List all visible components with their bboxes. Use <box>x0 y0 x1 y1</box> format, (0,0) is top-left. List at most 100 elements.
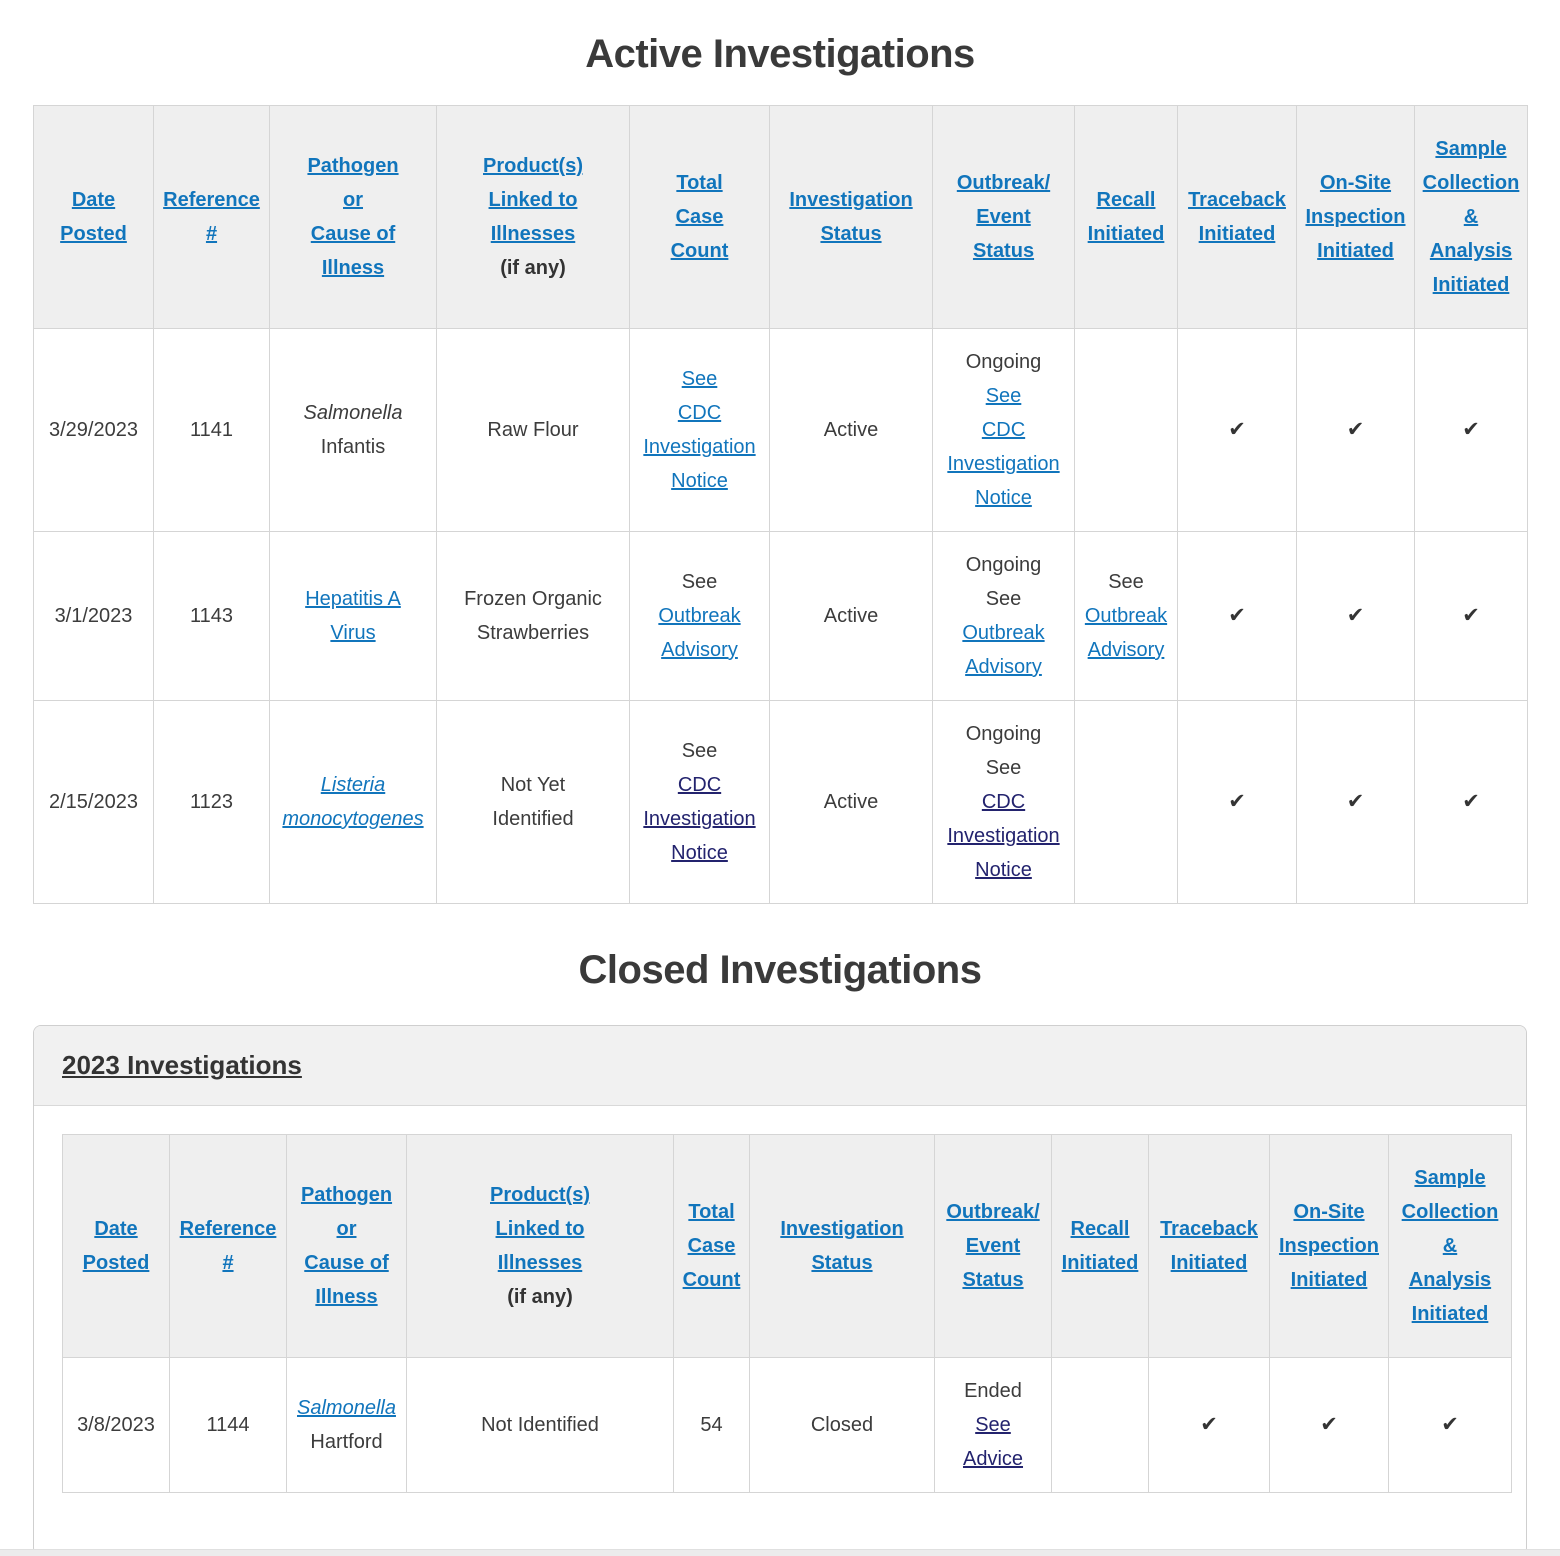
cell-investigation-status: Active <box>769 700 933 904</box>
col-header-pathogen-or-cause: Pathogen or Cause of Illness <box>269 105 437 329</box>
col-header-link-outbreak-event-status[interactable]: Outbreak/Event Status <box>946 1201 1040 1291</box>
col-header-suffix-products-linked: (if any) <box>507 1286 573 1308</box>
total-case-count-text: See <box>681 740 718 762</box>
cell-sample-collection-initiated: ✔ <box>1414 531 1528 701</box>
col-header-sample-collection-initiated: Sample Collection & Analysis Initiated <box>1388 1134 1512 1358</box>
total-case-count-link[interactable]: Outbreak Advisory <box>658 605 741 661</box>
col-header-investigation-status: Investigation Status <box>769 105 933 329</box>
cell-onsite-inspection-initiated: ✔ <box>1269 1357 1389 1493</box>
cell-reference-number: 1141 <box>153 328 270 532</box>
col-header-link-recall-initiated[interactable]: Recall Initiated <box>1061 1218 1139 1274</box>
col-header-outbreak-event-status: Outbreak/Event Status <box>932 105 1075 329</box>
outbreak-event-status-text: Ongoing See <box>965 723 1042 779</box>
investigation-row: 3/1/2023 1143 Hepatitis A Virus Frozen Orga… <box>33 531 1528 701</box>
cell-recall-initiated: See Outbreak Advisory <box>1074 531 1178 701</box>
reference-number-text: 1143 <box>189 605 233 627</box>
outbreak-event-status-link[interactable]: Outbreak Advisory <box>962 622 1045 678</box>
col-header-link-onsite-inspection-initiated[interactable]: On-Site Inspection Initiated <box>1305 172 1406 262</box>
cell-date-posted: 3/8/2023 <box>62 1357 170 1493</box>
col-header-investigation-status: Investigation Status <box>749 1134 935 1358</box>
checkmark-icon: ✔ <box>1462 604 1480 627</box>
outbreak-event-status-text: Ongoing <box>965 351 1042 373</box>
checkmark-icon: ✔ <box>1346 418 1365 441</box>
checkmark-icon: ✔ <box>1346 604 1365 627</box>
header-row: Date Posted Reference # Pathogen or Cause of Il… <box>62 1134 1512 1358</box>
pathogen-or-cause-text: Infantis <box>320 436 386 458</box>
col-header-link-sample-collection-initiated[interactable]: Sample Collection & Analysis Initiated <box>1401 1167 1499 1325</box>
col-header-link-investigation-status[interactable]: Investigation Status <box>780 1218 904 1274</box>
col-header-link-reference-number[interactable]: Reference # <box>179 1218 277 1274</box>
page-bottom-divider <box>0 1549 1560 1556</box>
checkmark-icon: ✔ <box>1228 418 1246 441</box>
col-header-sample-collection-initiated: Sample Collection & Analysis Initiated <box>1414 105 1528 329</box>
cell-outbreak-event-status: Ongoing See Outbreak Advisory <box>932 531 1075 701</box>
col-header-outbreak-event-status: Outbreak/Event Status <box>934 1134 1052 1358</box>
accordion-header-2023-investigations[interactable]: 2023 Investigations <box>34 1026 1526 1106</box>
total-case-count-text: 54 <box>700 1414 723 1436</box>
investigation-row: 2/15/2023 1123 Listeria monocytogenes Not Y… <box>33 700 1528 904</box>
cell-total-case-count: See CDC Investigation Notice <box>629 328 770 532</box>
cell-sample-collection-initiated: ✔ <box>1414 328 1528 532</box>
col-header-traceback-initiated: Traceback Initiated <box>1177 105 1297 329</box>
products-linked-text: Not Yet Identified <box>492 774 574 830</box>
col-header-link-date-posted[interactable]: Date Posted <box>82 1218 150 1274</box>
outbreak-event-status-link[interactable]: CDC Investigation Notice <box>947 791 1060 881</box>
outbreak-event-status-link[interactable]: See Advice <box>962 1414 1024 1470</box>
cell-traceback-initiated: ✔ <box>1177 531 1297 701</box>
recall-initiated-link[interactable]: Outbreak Advisory <box>1084 605 1168 661</box>
date-posted-text: 3/1/2023 <box>54 605 133 627</box>
col-header-products-linked: Product(s) Linked to Illnesses (if any) <box>436 105 630 329</box>
investigation-status-text: Active <box>823 791 879 813</box>
cell-reference-number: 1123 <box>153 700 270 904</box>
cell-sample-collection-initiated: ✔ <box>1388 1357 1512 1493</box>
outbreak-event-status-link[interactable]: See CDC Investigation Notice <box>947 385 1060 509</box>
col-header-link-traceback-initiated[interactable]: Traceback Initiated <box>1188 189 1286 245</box>
total-case-count-link[interactable]: See CDC Investigation Notice <box>643 368 756 492</box>
pathogen-or-cause-link[interactable]: Listeria monocytogenes <box>282 774 424 830</box>
col-header-date-posted: Date Posted <box>33 105 154 329</box>
pathogen-or-cause-link[interactable]: Salmonella <box>297 1397 396 1419</box>
investigation-status-text: Closed <box>810 1414 874 1436</box>
col-header-total-case-count: Total Case Count <box>629 105 770 329</box>
pathogen-or-cause-text: Salmonella <box>303 402 403 424</box>
col-header-link-reference-number[interactable]: Reference # <box>163 189 260 245</box>
col-header-link-products-linked[interactable]: Product(s) Linked to Illnesses <box>490 1184 590 1274</box>
col-header-link-traceback-initiated[interactable]: Traceback Initiated <box>1160 1218 1258 1274</box>
closed-investigations-title: Closed Investigations <box>578 948 982 992</box>
col-header-link-outbreak-event-status[interactable]: Outbreak/Event Status <box>956 172 1051 262</box>
cell-date-posted: 3/29/2023 <box>33 328 154 532</box>
col-header-link-total-case-count[interactable]: Total Case Count <box>682 1201 741 1291</box>
col-header-link-date-posted[interactable]: Date Posted <box>60 189 127 245</box>
investigation-row: 3/8/2023 1144 Salmonella Hartford Not Ident… <box>62 1357 1512 1493</box>
cell-traceback-initiated: ✔ <box>1177 328 1297 532</box>
col-header-link-recall-initiated[interactable]: Recall Initiated <box>1087 189 1165 245</box>
cell-pathogen-or-cause: Hepatitis A Virus <box>269 531 437 701</box>
cell-products-linked: Frozen Organic Strawberries <box>436 531 630 701</box>
col-header-pathogen-or-cause: Pathogen or Cause of Illness <box>286 1134 407 1358</box>
cell-date-posted: 3/1/2023 <box>33 531 154 701</box>
date-posted-text: 2/15/2023 <box>49 791 138 813</box>
col-header-link-products-linked[interactable]: Product(s) Linked to Illnesses <box>483 155 583 245</box>
col-header-suffix-products-linked: (if any) <box>500 257 566 279</box>
col-header-link-pathogen-or-cause[interactable]: Pathogen or Cause of Illness <box>307 155 399 279</box>
pathogen-or-cause-link[interactable]: Hepatitis A Virus <box>305 588 401 644</box>
col-header-link-pathogen-or-cause[interactable]: Pathogen or Cause of Illness <box>300 1184 393 1308</box>
col-header-link-total-case-count[interactable]: Total Case Count <box>670 172 729 262</box>
cell-onsite-inspection-initiated: ✔ <box>1296 700 1415 904</box>
col-header-link-sample-collection-initiated[interactable]: Sample Collection & Analysis Initiated <box>1422 138 1520 296</box>
cell-pathogen-or-cause: Listeria monocytogenes <box>269 700 437 904</box>
cell-pathogen-or-cause: Salmonella Hartford <box>286 1357 407 1493</box>
col-header-link-investigation-status[interactable]: Investigation Status <box>789 189 913 245</box>
date-posted-text: 3/8/2023 <box>77 1414 155 1436</box>
closed-group-title: 2023 Investigations <box>62 1050 302 1080</box>
total-case-count-link[interactable]: CDC Investigation Notice <box>643 774 756 864</box>
cell-investigation-status: Active <box>769 531 933 701</box>
col-header-link-onsite-inspection-initiated[interactable]: On-Site Inspection Initiated <box>1278 1201 1379 1291</box>
recall-initiated-text: See <box>1108 571 1144 593</box>
products-linked-text: Frozen Organic Strawberries <box>464 588 602 644</box>
cell-products-linked: Not Yet Identified <box>436 700 630 904</box>
col-header-onsite-inspection-initiated: On-Site Inspection Initiated <box>1269 1134 1389 1358</box>
checkmark-icon: ✔ <box>1462 418 1480 441</box>
cell-sample-collection-initiated: ✔ <box>1414 700 1528 904</box>
active-investigations-table-wrap: Date Posted Reference # Pathogen or Cause of Il… <box>33 105 1528 904</box>
